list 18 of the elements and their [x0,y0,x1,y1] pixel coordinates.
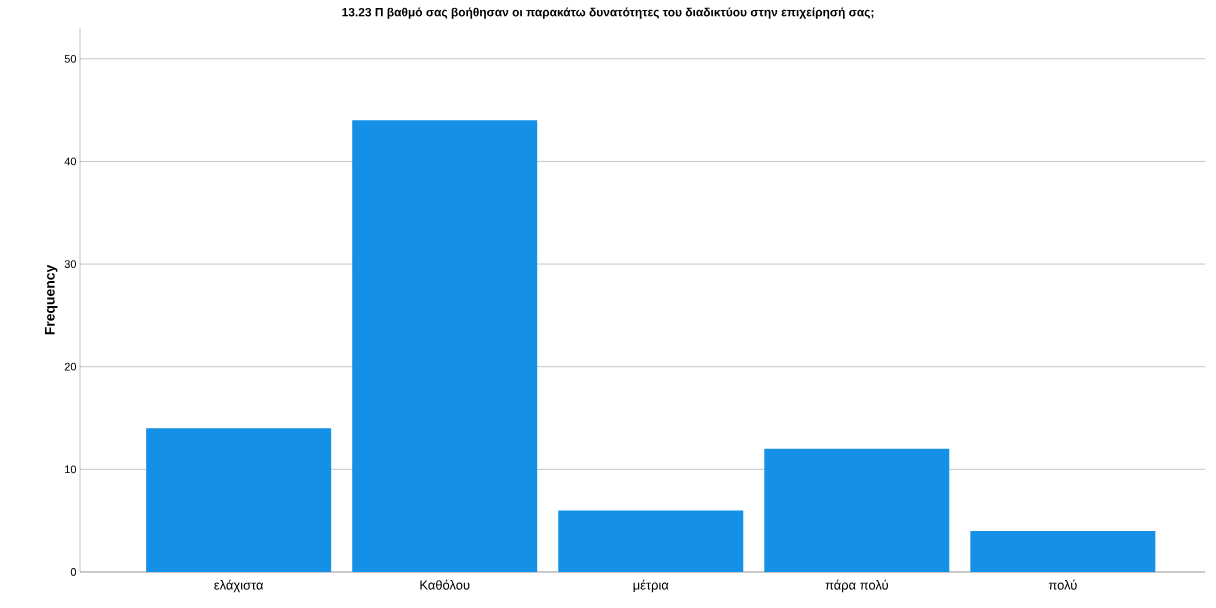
chart-title: 13.23 Π βαθμό σας βοήθησαν οι παρακάτω δυνατότητες του διαδικτύου στην επιχείρησή σας; [342,7,874,19]
y-tick-label: 0 [70,568,77,576]
x-tick-label: πολύ [1048,579,1077,590]
bar [764,448,950,572]
y-tick-label: 10 [65,465,77,474]
x-tick-label: ελάχιστα [214,579,264,593]
bar [558,510,744,572]
y-tick-label: 30 [64,260,77,268]
x-tick-label: Καθόλου [420,579,470,590]
bar [146,428,332,572]
x-tick-label: πάρα πολύ [825,579,889,593]
y-axis-title: Frequency [44,264,58,335]
y-tick-label: 40 [64,157,77,166]
bar [970,530,1156,572]
y-tick-label: 20 [64,362,77,371]
bar [352,120,538,572]
x-tick-label: μέτρια [633,579,669,593]
y-tick-label: 50 [64,54,77,63]
